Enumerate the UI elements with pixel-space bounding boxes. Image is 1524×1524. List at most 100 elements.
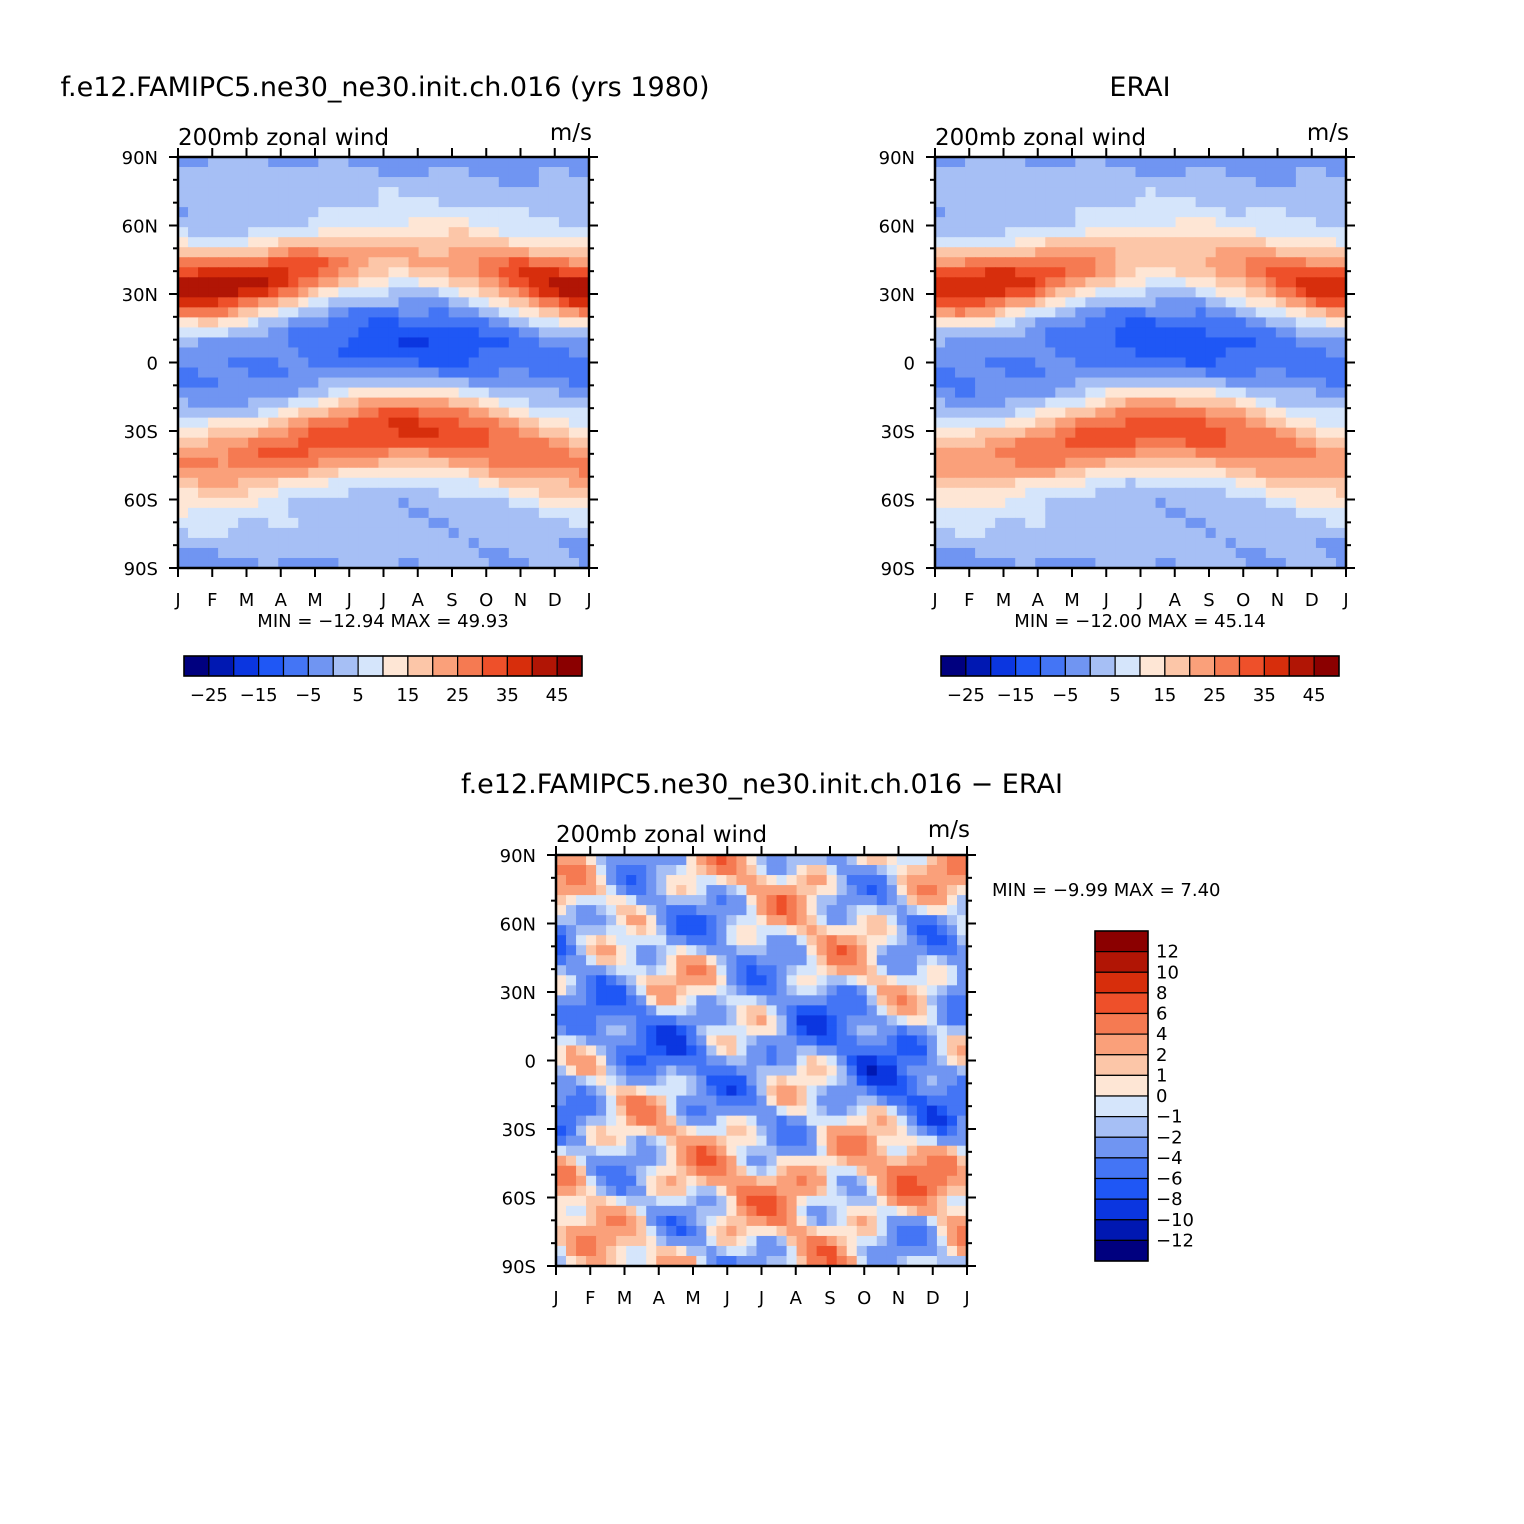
- field-cell: [636, 1055, 647, 1067]
- colorbar-swatch: [1164, 655, 1191, 677]
- field-cell: [746, 995, 758, 1006]
- field-cell: [1125, 347, 1137, 359]
- field-cell: [1035, 557, 1046, 569]
- field-cell: [926, 1055, 938, 1067]
- field-cell: [438, 557, 450, 569]
- field-cell: [498, 197, 510, 208]
- colorbar-swatch: [1313, 655, 1340, 677]
- field-cell: [578, 477, 590, 489]
- field-cell: [1035, 227, 1046, 238]
- field-cell: [566, 1175, 577, 1187]
- field-cell: [1215, 417, 1227, 429]
- field-cell: [946, 1065, 958, 1077]
- field-cell: [856, 1085, 868, 1097]
- field-cell: [1045, 337, 1056, 349]
- field-cell: [1215, 517, 1227, 529]
- field-cell: [248, 267, 259, 278]
- field-cell: [1045, 467, 1056, 479]
- field-cell: [656, 1145, 667, 1157]
- field-cell: [308, 437, 319, 449]
- field-cell: [1095, 237, 1107, 248]
- colorbar-swatch: [457, 655, 484, 677]
- field-cell: [568, 397, 580, 409]
- field-cell: [1265, 547, 1277, 559]
- field-cell: [328, 297, 339, 308]
- field-cell: [956, 1165, 968, 1177]
- field-cell: [1335, 287, 1347, 298]
- field-cell: [806, 955, 818, 966]
- colorbar-swatch: [1139, 655, 1166, 677]
- field-cell: [1155, 537, 1167, 549]
- field-cell: [796, 955, 808, 966]
- field-cell: [1205, 307, 1217, 318]
- field-cell: [1175, 407, 1187, 419]
- field-cell: [1195, 377, 1207, 389]
- field-cell: [1335, 207, 1347, 218]
- field-cell: [218, 257, 229, 268]
- field-cell: [488, 537, 500, 549]
- field-cell: [258, 497, 269, 509]
- field-cell: [646, 875, 657, 886]
- field-cell: [935, 487, 946, 499]
- field-cell: [586, 1045, 597, 1057]
- field-cell: [498, 307, 510, 318]
- field-cell: [975, 257, 986, 268]
- field-cell: [1155, 387, 1167, 399]
- field-cell: [786, 935, 798, 946]
- field-cell: [746, 925, 758, 936]
- field-cell: [1215, 357, 1227, 369]
- field-cell: [1315, 317, 1327, 329]
- field-cell: [975, 247, 986, 258]
- field-cell: [896, 1145, 908, 1157]
- field-cell: [448, 327, 460, 339]
- field-cell: [178, 477, 189, 489]
- field-cell: [278, 407, 289, 419]
- field-cell: [556, 1125, 567, 1137]
- field-cell: [458, 547, 470, 559]
- colorbar-label: 35: [496, 685, 519, 706]
- field-cell: [228, 177, 239, 188]
- field-cell: [438, 157, 450, 168]
- field-cell: [776, 1175, 788, 1187]
- field-cell: [408, 397, 420, 409]
- field-cell: [308, 397, 319, 409]
- field-cell: [1255, 547, 1267, 559]
- field-cell: [1215, 447, 1227, 459]
- field-cell: [1115, 557, 1127, 569]
- field-cell: [616, 885, 627, 896]
- field-cell: [538, 317, 550, 329]
- field-cell: [238, 217, 249, 228]
- field-cell: [836, 985, 848, 996]
- field-cell: [756, 1145, 768, 1157]
- field-cell: [1145, 157, 1157, 168]
- field-cell: [816, 905, 828, 916]
- field-cell: [1155, 527, 1167, 539]
- field-cell: [676, 975, 687, 986]
- field-cell: [1105, 507, 1117, 519]
- field-cell: [576, 975, 587, 986]
- field-cell: [945, 277, 956, 288]
- field-cell: [936, 935, 948, 946]
- field-cell: [1205, 447, 1217, 459]
- field-cell: [1125, 377, 1137, 389]
- field-cell: [188, 377, 199, 389]
- field-cell: [1055, 267, 1066, 278]
- field-cell: [566, 945, 577, 956]
- field-cell: [886, 1035, 898, 1047]
- field-cell: [1025, 197, 1036, 208]
- field-cell: [876, 1105, 888, 1117]
- field-cell: [1035, 217, 1046, 228]
- field-cell: [558, 497, 570, 509]
- field-cell: [208, 347, 219, 359]
- field-cell: [1025, 277, 1036, 288]
- field-cell: [1145, 287, 1157, 298]
- field-cell: [1175, 557, 1187, 569]
- field-cell: [358, 257, 370, 268]
- field-cell: [258, 527, 269, 539]
- field-cell: [756, 955, 768, 966]
- field-cell: [1125, 287, 1137, 298]
- field-cell: [936, 925, 948, 936]
- field-cell: [1215, 487, 1227, 499]
- field-cell: [558, 317, 570, 329]
- field-cell: [796, 875, 808, 886]
